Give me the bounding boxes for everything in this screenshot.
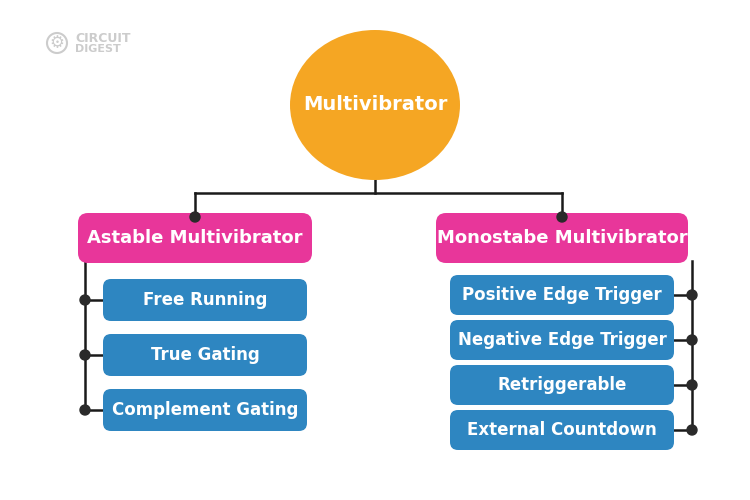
Text: Complement Gating: Complement Gating bbox=[112, 401, 298, 419]
Text: Multivibrator: Multivibrator bbox=[303, 96, 447, 114]
FancyBboxPatch shape bbox=[450, 275, 674, 315]
Circle shape bbox=[80, 295, 90, 305]
Text: External Countdown: External Countdown bbox=[467, 421, 657, 439]
Text: Monostabe Multivibrator: Monostabe Multivibrator bbox=[436, 229, 687, 247]
FancyBboxPatch shape bbox=[450, 320, 674, 360]
Text: Free Running: Free Running bbox=[142, 291, 267, 309]
Text: Astable Multivibrator: Astable Multivibrator bbox=[87, 229, 303, 247]
Text: True Gating: True Gating bbox=[151, 346, 260, 364]
FancyBboxPatch shape bbox=[436, 213, 688, 263]
Circle shape bbox=[80, 405, 90, 415]
Text: DIGEST: DIGEST bbox=[75, 44, 121, 54]
Circle shape bbox=[190, 212, 200, 222]
Text: ⚙: ⚙ bbox=[50, 34, 64, 52]
FancyBboxPatch shape bbox=[78, 213, 312, 263]
Circle shape bbox=[687, 380, 697, 390]
FancyBboxPatch shape bbox=[103, 389, 307, 431]
Ellipse shape bbox=[290, 30, 460, 180]
Text: Retriggerable: Retriggerable bbox=[497, 376, 627, 394]
FancyBboxPatch shape bbox=[450, 410, 674, 450]
Text: Negative Edge Trigger: Negative Edge Trigger bbox=[458, 331, 667, 349]
FancyBboxPatch shape bbox=[103, 279, 307, 321]
Text: Positive Edge Trigger: Positive Edge Trigger bbox=[462, 286, 662, 304]
Text: CIRCUIT: CIRCUIT bbox=[75, 32, 130, 44]
FancyBboxPatch shape bbox=[450, 365, 674, 405]
FancyBboxPatch shape bbox=[103, 334, 307, 376]
Circle shape bbox=[687, 335, 697, 345]
Circle shape bbox=[557, 212, 567, 222]
Circle shape bbox=[687, 290, 697, 300]
Circle shape bbox=[80, 350, 90, 360]
Circle shape bbox=[687, 425, 697, 435]
